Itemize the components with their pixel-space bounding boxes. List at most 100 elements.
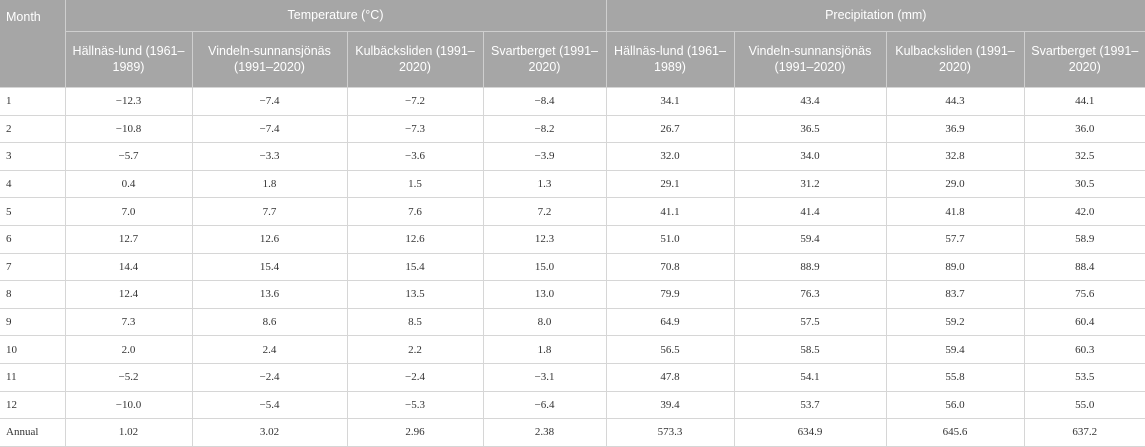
precipitation-cell: 70.8 <box>605 252 734 281</box>
temperature-cell: −12.3 <box>64 87 192 116</box>
temperature-cell: 12.4 <box>64 280 192 309</box>
precipitation-cell: 75.6 <box>1023 280 1145 309</box>
temperature-cell: −3.9 <box>482 142 606 171</box>
precipitation-cell: 41.1 <box>605 197 734 226</box>
temperature-cell: 12.6 <box>346 224 483 254</box>
precipitation-cell: 59.4 <box>885 335 1024 364</box>
temperature-cell: 1.3 <box>482 169 606 198</box>
temperature-cell: 8.0 <box>482 307 606 336</box>
precipitation-header: Precipitation (mm) <box>605 0 1145 32</box>
precipitation-cell: 53.5 <box>1023 362 1145 392</box>
temperature-cell: 7.3 <box>64 307 192 336</box>
table-row: 2 −10.8 −7.4 −7.3 −8.2 26.7 36.5 36.9 36.0 <box>0 114 1145 143</box>
temperature-cell: 7.0 <box>64 197 192 226</box>
temperature-cell: −5.2 <box>64 362 192 392</box>
precipitation-cell: 59.2 <box>885 307 1024 336</box>
month-cell: 3 <box>0 142 65 171</box>
precipitation-cell: 30.5 <box>1023 169 1145 198</box>
precipitation-cell: 64.9 <box>605 307 734 336</box>
temperature-cell: 8.6 <box>191 307 347 336</box>
precipitation-cell: 89.0 <box>885 252 1024 281</box>
temperature-cell: −5.7 <box>64 142 192 171</box>
month-cell: 9 <box>0 307 65 336</box>
temperature-cell: 7.6 <box>346 197 483 226</box>
temperature-cell: 13.0 <box>482 280 606 309</box>
precipitation-cell: 29.1 <box>605 169 734 198</box>
month-cell: 6 <box>0 224 65 254</box>
precipitation-cell: 44.3 <box>885 87 1024 116</box>
station-header-row: Hällnäs-lund (1961–1989) Vindeln-sunnansj… <box>0 31 1145 88</box>
month-cell: 1 <box>0 87 65 116</box>
temperature-cell: −10.0 <box>64 390 192 419</box>
temperature-header: Temperature (°C) <box>64 0 606 32</box>
precipitation-cell: 32.0 <box>605 142 734 171</box>
precipitation-cell: 41.8 <box>885 197 1024 226</box>
precipitation-station-header: Kulbacksliden (1991–2020) <box>885 31 1024 88</box>
temperature-cell: 1.5 <box>346 169 483 198</box>
precipitation-cell: 34.1 <box>605 87 734 116</box>
precipitation-cell: 43.4 <box>733 87 886 116</box>
table-row: 12 −10.0 −5.4 −5.3 −6.4 39.4 53.7 56.0 55.0 <box>0 390 1145 419</box>
table-row: Annual 1.02 3.02 2.96 2.38 573.3 634.9 645.6 637… <box>0 418 1145 447</box>
precipitation-cell: 42.0 <box>1023 197 1145 226</box>
temperature-cell: 2.2 <box>346 335 483 364</box>
temperature-cell: 7.2 <box>482 197 606 226</box>
precipitation-cell: 55.8 <box>885 362 1024 392</box>
precipitation-cell: 79.9 <box>605 280 734 309</box>
precipitation-station-header: Svartberget (1991–2020) <box>1023 31 1145 88</box>
temperature-cell: −7.4 <box>191 87 347 116</box>
temperature-cell: −7.3 <box>346 114 483 143</box>
precipitation-station-header: Vindeln-sunnansjönäs (1991–2020) <box>733 31 886 88</box>
temperature-cell: −2.4 <box>191 362 347 392</box>
precipitation-cell: 58.9 <box>1023 224 1145 254</box>
temperature-station-header: Hällnäs-lund (1961–1989) <box>64 31 192 88</box>
temperature-cell: −2.4 <box>346 362 483 392</box>
month-cell: 2 <box>0 114 65 143</box>
temperature-cell: 8.5 <box>346 307 483 336</box>
precipitation-cell: 32.8 <box>885 142 1024 171</box>
precipitation-cell: 57.5 <box>733 307 886 336</box>
precipitation-cell: 634.9 <box>733 418 886 447</box>
precipitation-cell: 51.0 <box>605 224 734 254</box>
precipitation-cell: 76.3 <box>733 280 886 309</box>
temperature-cell: 1.8 <box>191 169 347 198</box>
precipitation-cell: 36.5 <box>733 114 886 143</box>
precipitation-cell: 637.2 <box>1023 418 1145 447</box>
temperature-cell: −3.6 <box>346 142 483 171</box>
precipitation-cell: 32.5 <box>1023 142 1145 171</box>
table-row: 11 −5.2 −2.4 −2.4 −3.1 47.8 54.1 55.8 53.5 <box>0 362 1145 392</box>
precipitation-cell: 59.4 <box>733 224 886 254</box>
temperature-cell: 2.0 <box>64 335 192 364</box>
temperature-cell: −8.2 <box>482 114 606 143</box>
temperature-cell: 15.4 <box>346 252 483 281</box>
precipitation-cell: 44.1 <box>1023 87 1145 116</box>
temperature-cell: 7.7 <box>191 197 347 226</box>
temperature-cell: −6.4 <box>482 390 606 419</box>
temperature-cell: −5.4 <box>191 390 347 419</box>
temperature-cell: 15.0 <box>482 252 606 281</box>
temperature-cell: −3.3 <box>191 142 347 171</box>
precipitation-cell: 88.4 <box>1023 252 1145 281</box>
temperature-cell: 3.02 <box>191 418 347 447</box>
temperature-station-header: Svartberget (1991–2020) <box>482 31 606 88</box>
temperature-cell: 13.6 <box>191 280 347 309</box>
precipitation-cell: 58.5 <box>733 335 886 364</box>
temperature-cell: 2.38 <box>482 418 606 447</box>
month-cell: 10 <box>0 335 65 364</box>
month-cell: 11 <box>0 362 65 392</box>
month-cell: 7 <box>0 252 65 281</box>
precipitation-cell: 57.7 <box>885 224 1024 254</box>
table-row: 1 −12.3 −7.4 −7.2 −8.4 34.1 43.4 44.3 44.1 <box>0 87 1145 116</box>
month-header: Month <box>0 0 65 88</box>
precipitation-cell: 573.3 <box>605 418 734 447</box>
temperature-cell: 1.02 <box>64 418 192 447</box>
table-row: 7 14.4 15.4 15.4 15.0 70.8 88.9 89.0 88.4 <box>0 252 1145 281</box>
precipitation-cell: 56.0 <box>885 390 1024 419</box>
temperature-cell: 12.7 <box>64 224 192 254</box>
precipitation-cell: 60.3 <box>1023 335 1145 364</box>
temperature-cell: 1.8 <box>482 335 606 364</box>
temperature-station-header: Vindeln-sunnansjönäs (1991–2020) <box>191 31 347 88</box>
precipitation-cell: 60.4 <box>1023 307 1145 336</box>
precipitation-cell: 29.0 <box>885 169 1024 198</box>
